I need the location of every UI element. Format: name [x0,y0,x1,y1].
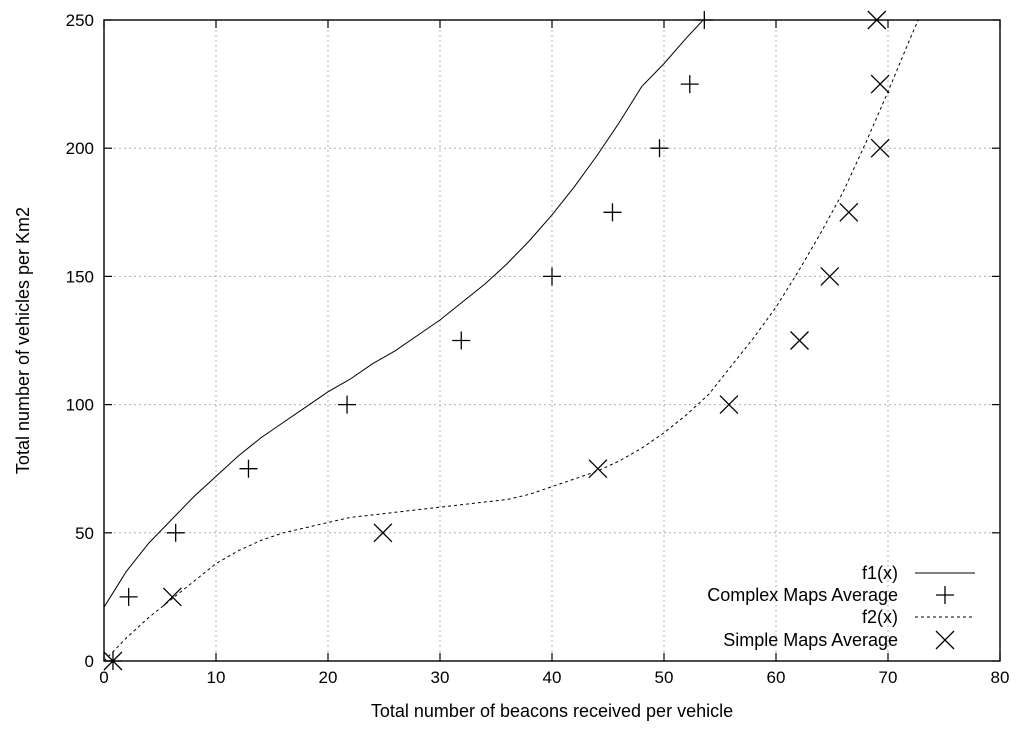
data-point-simple-maps-average [870,138,890,158]
x-tick-label: 0 [99,668,108,687]
data-point-simple-maps-average [373,523,393,543]
y-tick-label: 100 [66,396,94,415]
data-point-complex-maps-average [119,587,138,606]
data-point-complex-maps-average [680,75,699,94]
y-tick-label: 50 [75,524,94,543]
x-tick-label: 20 [319,668,338,687]
grid [104,20,1000,661]
x-tick-label: 60 [767,668,786,687]
data-point-complex-maps-average [603,203,622,222]
x-tick-label: 40 [543,668,562,687]
legend-label-f2-x: f2(x) [862,607,898,627]
data-point-simple-maps-average [870,74,890,94]
data-point-simple-maps-average [790,331,809,350]
data-point-simple-maps-average [588,459,608,479]
legend-label-simple-maps-average: Simple Maps Average [723,630,898,650]
data-point-simple-maps-average [820,266,840,286]
y-tick-label: 150 [66,267,94,286]
series-line-f1-x [103,19,704,608]
y-tick-label: 0 [85,652,94,671]
axis-ticks: 0 10 20 30 40 50 60 70 80 0 50 100 150 200 250 [66,11,1010,687]
data-point-complex-maps-average [239,459,258,478]
data-point-complex-maps-average [452,331,471,350]
plot-frame [103,19,1001,662]
x-axis-title: Total number of beacons received per veh… [371,701,733,721]
x-tick-label: 30 [431,668,450,687]
data-point-complex-maps-average [338,395,357,414]
legend-sample-complex-maps-average [936,586,954,604]
series-line-f2-x [103,19,919,662]
data-point-complex-maps-average [650,139,669,158]
x-tick-label: 80 [991,668,1010,687]
y-tick-label: 200 [66,139,94,158]
data-point-complex-maps-average [166,523,185,542]
plot-series [103,10,919,671]
y-tick-label: 250 [66,11,94,30]
legend-label-f1-x: f1(x) [862,563,898,583]
data-point-simple-maps-average [839,202,859,222]
x-tick-label: 70 [879,668,898,687]
legend-sample-simple-maps-average [935,630,955,650]
data-point-simple-maps-average [162,587,182,607]
data-point-simple-maps-average [719,395,739,415]
data-point-complex-maps-average [543,267,561,286]
y-axis-title: Total number of vehicles per Km2 [13,207,33,474]
x-tick-label: 50 [655,668,674,687]
legend-label-complex-maps-average: Complex Maps Average [707,585,898,605]
x-tick-label: 10 [207,668,226,687]
